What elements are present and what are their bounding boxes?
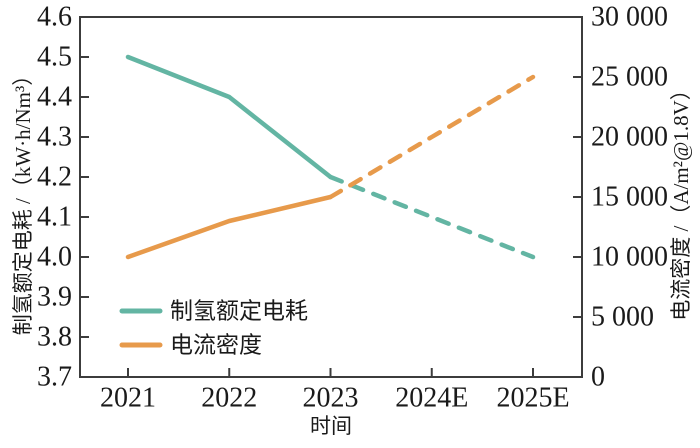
y-left-tick-label: 4.4 bbox=[37, 82, 72, 113]
data-series bbox=[125, 54, 536, 260]
y-axis-left-title: 制氢额定电耗 /（kW·h/Nm³） bbox=[11, 65, 35, 336]
y-left-tick-label: 4.1 bbox=[37, 202, 72, 233]
x-axis-title: 时间 bbox=[310, 414, 352, 438]
y-left-tick-label: 3.8 bbox=[37, 322, 72, 353]
y-right-tick-label: 5 000 bbox=[591, 302, 654, 333]
x-tick-label: 2025E bbox=[496, 383, 569, 414]
y-axis-right-title: 电流密度 /（A/m²@1.8V） bbox=[669, 79, 693, 320]
y-right-tick-label: 20 000 bbox=[591, 122, 668, 153]
x-tick-label: 2022 bbox=[201, 383, 257, 414]
legend-label-power: 制氢额定电耗 bbox=[170, 299, 308, 324]
legend: 制氢额定电耗 电流密度 bbox=[119, 299, 308, 358]
y-left-tick-label: 4.3 bbox=[37, 122, 72, 153]
y-right-tick-label: 10 000 bbox=[591, 242, 668, 273]
y-left-tick-label: 4.5 bbox=[37, 42, 72, 73]
y-right-tick-label: 30 000 bbox=[591, 2, 668, 33]
y-right-tick-label: 15 000 bbox=[591, 182, 668, 213]
y-left-tick-label: 3.9 bbox=[37, 282, 72, 313]
y-left-tick-label: 3.7 bbox=[37, 362, 72, 393]
y-left-tick-label: 4.0 bbox=[37, 242, 72, 273]
series-line-solid-0 bbox=[125, 54, 333, 180]
x-tick-label: 2021 bbox=[100, 383, 156, 414]
x-tick-label: 2024E bbox=[395, 383, 468, 414]
series-line-dashed-1 bbox=[328, 74, 536, 200]
series-line-solid-1 bbox=[125, 194, 333, 260]
series-line-dashed-0 bbox=[328, 174, 536, 260]
legend-label-current: 电流密度 bbox=[170, 333, 262, 358]
y-right-tick-label: 25 000 bbox=[591, 62, 668, 93]
y-left-tick-label: 4.6 bbox=[37, 2, 72, 33]
x-tick-label: 2023 bbox=[303, 383, 359, 414]
axis-tick-labels: 4.6 4.5 4.4 4.3 4.2 4.1 4.0 3.9 3.8 3.7 30 000 25 0… bbox=[37, 2, 668, 414]
y-right-tick-label: 0 bbox=[591, 362, 605, 393]
y-left-tick-label: 4.2 bbox=[37, 162, 72, 193]
axis-ticks bbox=[80, 56, 582, 377]
